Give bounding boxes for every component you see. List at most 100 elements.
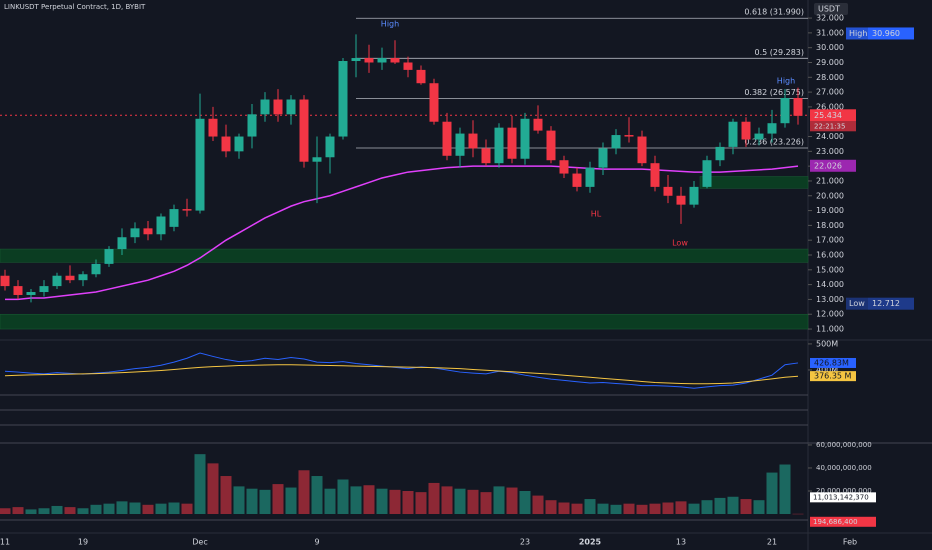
candle-body	[741, 121, 751, 140]
price-badge-label: 22.026	[814, 161, 842, 170]
volume-bar	[428, 482, 440, 515]
volume-bar	[363, 485, 375, 515]
candle-body	[572, 173, 582, 187]
volume-bar	[233, 486, 245, 515]
volume-bar	[675, 501, 687, 515]
price-badge-label: 30.960	[872, 29, 900, 38]
volume-bar	[0, 508, 11, 515]
volume-bar	[441, 486, 453, 515]
currency-box	[814, 3, 848, 15]
candle-body	[65, 275, 75, 281]
volume-bar	[298, 470, 310, 515]
candle-body	[494, 127, 504, 164]
volume-bar	[337, 479, 349, 515]
y-tick-label: 400M	[816, 365, 838, 374]
volume-bar	[64, 507, 76, 515]
volume-bar	[389, 489, 401, 515]
candle-body	[143, 228, 153, 235]
x-tick-label: 21	[767, 538, 777, 547]
indicator-badge	[810, 371, 856, 382]
y-tick-label: 20,000,000,000	[816, 487, 872, 495]
volume-bar	[636, 504, 648, 515]
y-tick-label: 27.000	[816, 88, 844, 97]
fib-label: 0.618 (31.990)	[744, 8, 804, 17]
volume-bar	[285, 487, 297, 515]
candle-body	[338, 61, 348, 137]
volume-bar	[376, 488, 388, 515]
candle-body	[351, 58, 361, 62]
candle-body	[130, 228, 140, 238]
volume-bar	[12, 507, 24, 515]
y-tick-label: 30.000	[816, 43, 844, 52]
candle-body	[117, 237, 127, 250]
volume-bar	[532, 495, 544, 515]
volume-bar	[480, 492, 492, 515]
candle-body	[104, 249, 114, 264]
candle-body	[286, 99, 296, 115]
volume-bar	[779, 464, 791, 515]
volume-bar	[597, 503, 609, 515]
candle-body	[273, 99, 283, 115]
volume-bar	[701, 500, 713, 515]
chart-title: LINKUSDT Perpetual Contract, 1D, BYBIT	[4, 3, 146, 11]
candle-body	[702, 160, 712, 187]
candle-body	[715, 146, 725, 161]
x-tick-label: Feb	[843, 538, 857, 547]
volume-bar	[727, 496, 739, 515]
indicator-badge-label: 426.83M	[814, 358, 849, 367]
candle-body	[234, 136, 244, 152]
y-tick-label: 13.000	[816, 295, 844, 304]
y-tick-label: 16.000	[816, 251, 844, 260]
candle-body	[13, 286, 23, 295]
annotation: High	[381, 20, 399, 29]
volume-bar	[662, 502, 674, 515]
y-tick-label: 24.000	[816, 132, 844, 141]
candle-body	[767, 123, 777, 134]
candle-body	[377, 58, 387, 63]
volume-bar	[558, 502, 570, 515]
candle-body	[403, 62, 413, 70]
candle-body	[325, 136, 335, 158]
indicator-badge	[810, 357, 856, 368]
y-tick-label: 60,000,000,000	[816, 441, 872, 449]
volume-bar	[753, 500, 765, 515]
y-tick-label: 31.000	[816, 28, 844, 37]
y-tick-label: 14.000	[816, 280, 844, 289]
y-tick-label: 15.000	[816, 265, 844, 274]
candle-body	[468, 133, 478, 149]
annotation: HL	[591, 210, 602, 219]
badge-name-bg	[846, 297, 868, 310]
volume-bar	[220, 476, 232, 515]
candle-body	[676, 195, 686, 205]
candle-body	[624, 135, 634, 137]
annotation: Low	[672, 239, 688, 248]
x-tick-label: 13	[676, 538, 686, 547]
candle-body	[78, 274, 88, 281]
candle-body	[637, 136, 647, 164]
volume-bar	[194, 454, 206, 515]
volume-bar	[714, 497, 726, 515]
y-tick-label: 11.000	[816, 325, 844, 334]
candle-body	[156, 216, 166, 235]
candle-body	[754, 133, 764, 140]
x-tick-label: 23	[520, 538, 530, 547]
candle-body	[780, 98, 790, 124]
volume-bar	[649, 503, 661, 515]
candle-body	[26, 292, 36, 295]
volume-bar	[519, 490, 531, 515]
volume-bar	[623, 503, 635, 515]
volume-bar	[90, 504, 102, 515]
x-tick-label: 9	[314, 538, 319, 547]
price-badge-label: 12.712	[872, 299, 900, 308]
candle-body	[0, 275, 10, 287]
x-tick-label: Dec	[192, 538, 207, 547]
volume-bar	[493, 486, 505, 515]
volume-bar	[311, 476, 323, 515]
volume-bar	[506, 487, 518, 515]
y-tick-label: 23.000	[816, 147, 844, 156]
candle-body	[442, 121, 452, 156]
volume-bar	[467, 489, 479, 515]
zone	[0, 248, 809, 263]
volume-bar	[571, 503, 583, 515]
candle-body	[728, 121, 738, 147]
